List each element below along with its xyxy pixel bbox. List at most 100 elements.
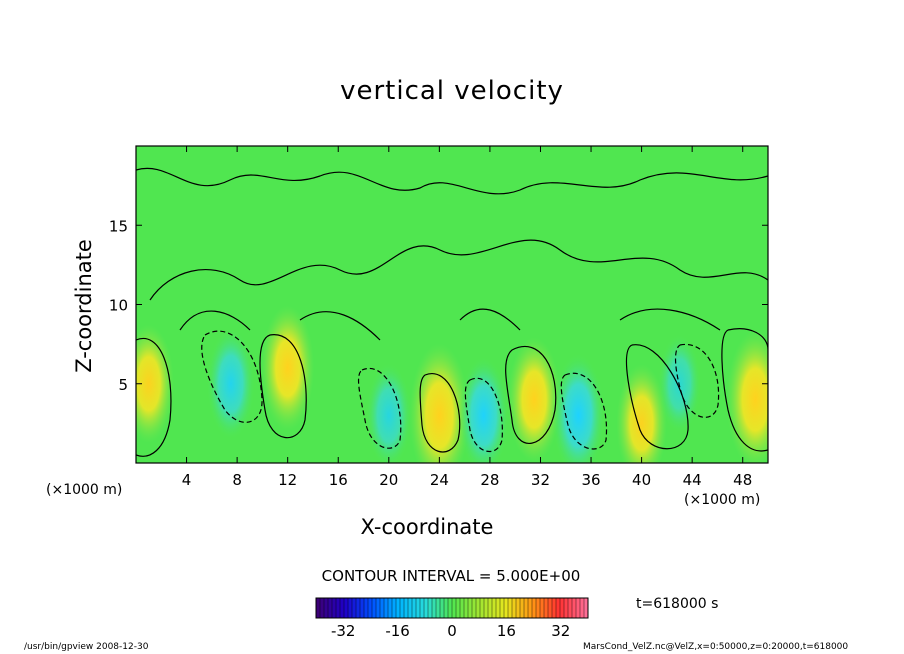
y-tick-label: 10 bbox=[109, 297, 128, 315]
colorbar-cell bbox=[456, 598, 461, 618]
chart-title: vertical velocity bbox=[340, 76, 564, 106]
colorbar-cell bbox=[360, 598, 365, 618]
x-tick-label: 32 bbox=[531, 471, 550, 489]
x-tick-label: 24 bbox=[430, 471, 449, 489]
colorbar-cell bbox=[404, 598, 409, 618]
colorbar-cell bbox=[480, 598, 485, 618]
colorbar-cell bbox=[580, 598, 585, 618]
x-unit-left: (×1000 m) bbox=[46, 482, 123, 498]
contour-interval-text: CONTOUR INTERVAL = 5.000E+00 bbox=[321, 567, 581, 585]
colorbar-cell bbox=[540, 598, 545, 618]
contour-neg-44 bbox=[674, 343, 720, 418]
colorbar-cell bbox=[420, 598, 425, 618]
x-axis-label-text: X-coordinate bbox=[360, 515, 494, 539]
colorbar-cell bbox=[356, 598, 361, 618]
contour-neg-28 bbox=[464, 377, 503, 453]
colorbar-cell bbox=[460, 598, 465, 618]
colorbar-cell bbox=[520, 598, 525, 618]
colorbar-cell bbox=[412, 598, 417, 618]
colorbar-cell bbox=[384, 598, 389, 618]
colorbar-cell bbox=[344, 598, 349, 618]
x-axis-ticks: 4 8 12 16 20 24 28 32 36 40 44 48 bbox=[182, 146, 752, 489]
colorbar-cell bbox=[500, 598, 505, 618]
x-tick-label: 28 bbox=[480, 471, 499, 489]
contour-lines bbox=[136, 167, 768, 457]
colorbar-cell bbox=[324, 598, 329, 618]
colorbar-cell bbox=[576, 598, 581, 618]
x-tick-label: 48 bbox=[733, 471, 752, 489]
time-label: t=618000 s bbox=[636, 596, 719, 612]
contour-pos-left bbox=[136, 337, 172, 457]
colorbar-cell bbox=[416, 598, 421, 618]
colorbar-cell bbox=[340, 598, 345, 618]
x-tick-label: 36 bbox=[581, 471, 600, 489]
x-axis-label: X-coordinate bbox=[0, 515, 904, 539]
x-unit-right: (×1000 m) bbox=[684, 492, 761, 508]
colorbar-cell bbox=[380, 598, 385, 618]
footer-command: /usr/bin/gpview 2008-12-30 bbox=[24, 642, 149, 652]
contour-pos-40 bbox=[625, 344, 689, 450]
colorbar-cell bbox=[432, 598, 437, 618]
contour-interval: CONTOUR INTERVAL = 5.000E+00 bbox=[0, 567, 904, 585]
colorbar-cell bbox=[388, 598, 393, 618]
colorbar-cell bbox=[440, 598, 445, 618]
colorbar-cell bbox=[564, 598, 569, 618]
colorbar-cell bbox=[492, 598, 497, 618]
colorbar-cell bbox=[488, 598, 493, 618]
downdraft-cell-5 bbox=[458, 356, 509, 463]
colorbar-cell bbox=[468, 598, 473, 618]
x-tick-label: 8 bbox=[232, 471, 242, 489]
contour-upper-1 bbox=[136, 167, 768, 195]
downdraft-cell-7 bbox=[552, 353, 605, 463]
colorbar-cell bbox=[424, 598, 429, 618]
colorbar-cell bbox=[352, 598, 357, 618]
contour-upper-2 bbox=[149, 239, 768, 301]
x-tick-label: 44 bbox=[683, 471, 702, 489]
contour-neg-8 bbox=[201, 330, 263, 423]
colorbar-cell bbox=[408, 598, 413, 618]
colorbar-cell bbox=[552, 598, 557, 618]
colorbar-cell bbox=[444, 598, 449, 618]
colorbar-cell bbox=[548, 598, 553, 618]
updraft-cell-4 bbox=[409, 343, 470, 463]
y-axis-label: Z-coordinate bbox=[72, 239, 96, 373]
negative-contour-lines bbox=[201, 330, 720, 453]
colorbar-cell bbox=[320, 598, 325, 618]
contour-pos-48 bbox=[721, 328, 768, 452]
colorbar-cell bbox=[428, 598, 433, 618]
colorbar-cell bbox=[560, 598, 565, 618]
colorbar-tick-label: 16 bbox=[497, 622, 516, 640]
colorbar-cell bbox=[536, 598, 541, 618]
colorbar-cell bbox=[472, 598, 477, 618]
colorbar-cell bbox=[316, 598, 321, 618]
colorbar-tick-label: -16 bbox=[385, 622, 410, 640]
downdraft-cell-1 bbox=[206, 327, 255, 440]
colorbar-cell bbox=[392, 598, 397, 618]
colorbar-cell bbox=[452, 598, 457, 618]
colorbar-cell bbox=[584, 598, 589, 618]
downdraft-cell-3 bbox=[366, 362, 412, 463]
contour-pos-24 bbox=[419, 372, 461, 453]
contour-neg-36 bbox=[560, 372, 608, 450]
colorbar-frame bbox=[315, 597, 589, 619]
colorbar-cell bbox=[364, 598, 369, 618]
colorbar-cell bbox=[532, 598, 537, 618]
x-tick-label: 20 bbox=[379, 471, 398, 489]
colorbar-tick-label: -32 bbox=[331, 622, 356, 640]
colorbar-cell bbox=[436, 598, 441, 618]
updraft-cell-0 bbox=[136, 324, 174, 443]
colorbar-cell bbox=[396, 598, 401, 618]
colorbar-cell bbox=[512, 598, 517, 618]
contour-pos-32 bbox=[505, 345, 557, 444]
contour-pos-12 bbox=[259, 334, 307, 439]
colorbar-cell bbox=[528, 598, 533, 618]
y-tick-label: 15 bbox=[109, 217, 128, 235]
colorbar-cell bbox=[376, 598, 381, 618]
colorbar-tick-label: 0 bbox=[447, 622, 457, 640]
colorbar-cell bbox=[348, 598, 353, 618]
x-tick-label: 4 bbox=[182, 471, 192, 489]
contour-neg-20 bbox=[357, 367, 402, 449]
colorbar-cell bbox=[516, 598, 521, 618]
colorbar-cell bbox=[544, 598, 549, 618]
colorbar-cell bbox=[568, 598, 573, 618]
